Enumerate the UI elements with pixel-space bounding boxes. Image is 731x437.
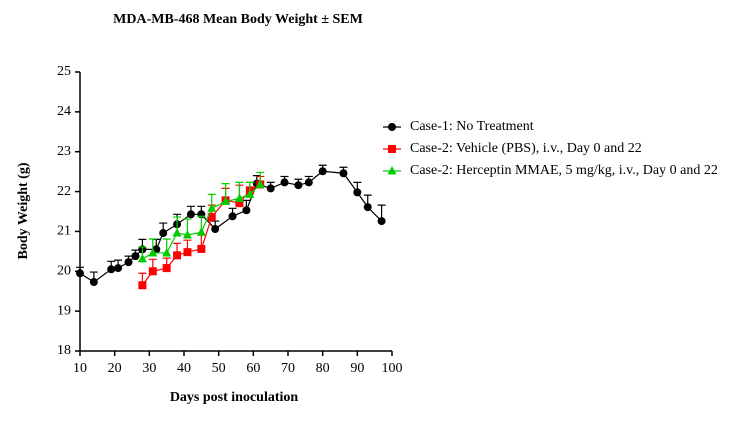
legend-label: Case-2: Herceptin MMAE, 5 mg/kg, i.v., D… (410, 163, 718, 178)
y-tick-label: 24 (57, 104, 71, 119)
marker (183, 248, 192, 257)
marker (280, 178, 289, 187)
x-tick-label: 40 (177, 361, 191, 376)
marker (162, 264, 171, 273)
marker (186, 210, 195, 219)
y-tick-label: 19 (57, 303, 71, 318)
marker (207, 213, 216, 222)
marker (339, 169, 348, 178)
x-tick-label: 10 (73, 361, 87, 376)
marker (138, 281, 147, 290)
x-tick-label: 20 (108, 361, 122, 376)
chart-title: MDA-MB-468 Mean Body Weight ± SEM (113, 12, 363, 27)
legend-marker (388, 123, 396, 131)
marker (182, 230, 192, 239)
marker (196, 227, 206, 236)
legend-marker (388, 145, 396, 153)
marker (131, 252, 140, 261)
marker (173, 251, 182, 260)
y-tick-label: 20 (57, 264, 71, 279)
series-line (79, 170, 383, 283)
x-axis-label: Days post inoculation (170, 390, 299, 405)
marker (197, 244, 206, 253)
marker (159, 229, 168, 238)
marker (211, 225, 220, 234)
y-tick-label: 21 (57, 224, 71, 239)
marker (114, 264, 123, 273)
marker (363, 203, 372, 212)
legend-label: Case-2: Vehicle (PBS), i.v., Day 0 and 2… (410, 141, 642, 156)
marker (137, 253, 147, 263)
x-tick-label: 30 (142, 361, 156, 376)
marker (124, 258, 133, 267)
x-tick-label: 50 (212, 361, 226, 376)
marker (107, 265, 116, 274)
marker (245, 189, 255, 198)
y-tick-label: 25 (57, 64, 71, 79)
marker (76, 269, 84, 278)
y-tick-label: 22 (57, 184, 71, 199)
marker (377, 217, 386, 226)
x-tick-label: 100 (382, 361, 403, 376)
marker (89, 278, 98, 287)
x-tick-label: 80 (316, 361, 330, 376)
marker (207, 203, 217, 212)
marker (148, 247, 158, 257)
marker (228, 212, 237, 221)
x-tick-label: 70 (281, 361, 295, 376)
marker (255, 179, 265, 188)
y-axis-label: Body Weight (g) (16, 162, 31, 259)
y-tick-label: 18 (57, 343, 71, 358)
legend-marker (387, 166, 397, 175)
marker (234, 193, 244, 202)
marker (304, 178, 313, 187)
marker (318, 167, 327, 176)
marker (242, 206, 251, 215)
marker (294, 181, 303, 190)
marker (162, 247, 172, 257)
marker (148, 267, 157, 276)
marker (221, 196, 231, 206)
marker (353, 188, 362, 197)
x-tick-label: 90 (350, 361, 364, 376)
y-tick-label: 23 (57, 144, 71, 159)
marker (266, 184, 275, 193)
marker (172, 228, 182, 237)
x-tick-label: 60 (246, 361, 260, 376)
marker (235, 199, 244, 208)
legend-label: Case-1: No Treatment (410, 119, 534, 134)
